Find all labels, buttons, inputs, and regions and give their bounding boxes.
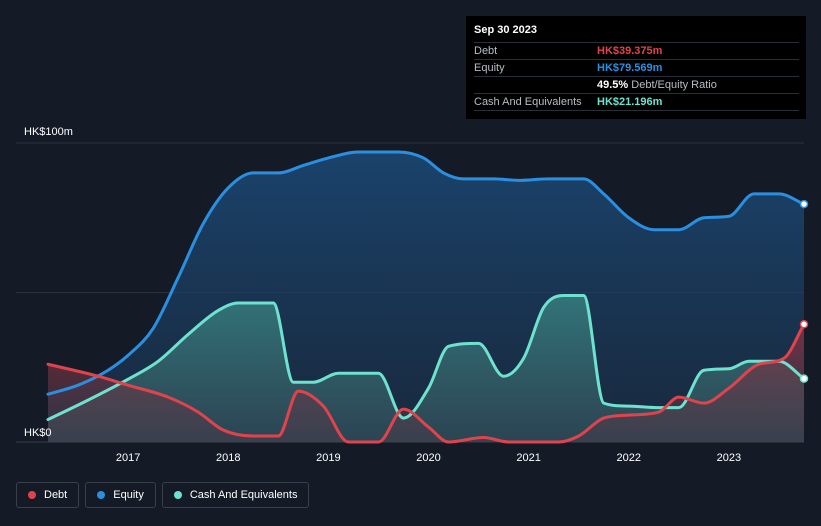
y-tick-label: HK$100m [24,126,73,138]
tooltip-debt-label: Debt [474,45,498,57]
cash-area [48,295,804,442]
legend-item-equity[interactable]: Equity [85,482,156,508]
x-tick-label: 2017 [116,452,140,464]
legend-debt-label: Debt [44,489,68,501]
tooltip-equity-label: Equity [474,62,505,74]
legend-item-debt[interactable]: Debt [16,482,80,508]
tooltip-row-ratio: 49.5% Debt/Equity Ratio [474,76,799,93]
x-tick-label: 2021 [516,452,540,464]
tooltip-ratio-label: Debt/Equity Ratio [631,79,717,91]
legend-item-cash[interactable]: Cash And Equivalents [161,482,310,508]
tooltip-row-cash: Cash And Equivalents HK$21.196m [474,93,799,111]
debt-line [46,322,806,444]
tooltip-cash-label: Cash And Equivalents [474,96,582,108]
debt-dot-icon [28,491,36,499]
y-tick-label: HK$0 [24,427,52,439]
tooltip-date: Sep 30 2023 [474,24,537,36]
tooltip-row-debt: Debt HK$39.375m [474,42,799,59]
equity-line [46,150,806,396]
x-tick-label: 2022 [617,452,641,464]
equity-endpoint [799,199,809,209]
x-tick-label: 2023 [717,452,741,464]
debt-endpoint [799,320,809,329]
x-tick-label: 2019 [316,452,340,464]
x-tick-label: 2020 [416,452,440,464]
tooltip-cash-value: HK$21.196m [597,96,663,108]
equity-dot-icon [97,491,106,499]
tooltip-equity-value: HK$79.569m [597,62,663,74]
tooltip-panel: Sep 30 2023 Debt HK$39.375m Equity HK$79… [466,16,806,119]
x-tick-label: 2018 [216,452,240,464]
legend-equity-label: Equity [113,489,144,501]
chart-legend: Debt Equity Cash And Equivalents [16,482,310,508]
cash-endpoint [799,374,809,383]
cash-dot-icon [173,491,182,499]
cash-line [46,293,806,422]
legend-cash-label: Cash And Equivalents [189,489,298,501]
tooltip-row-equity: Equity HK$79.569m [474,59,799,76]
tooltip-ratio-value: 49.5% [597,79,629,91]
debt-area [48,324,804,442]
tooltip-debt-value: HK$39.375m [597,45,663,57]
